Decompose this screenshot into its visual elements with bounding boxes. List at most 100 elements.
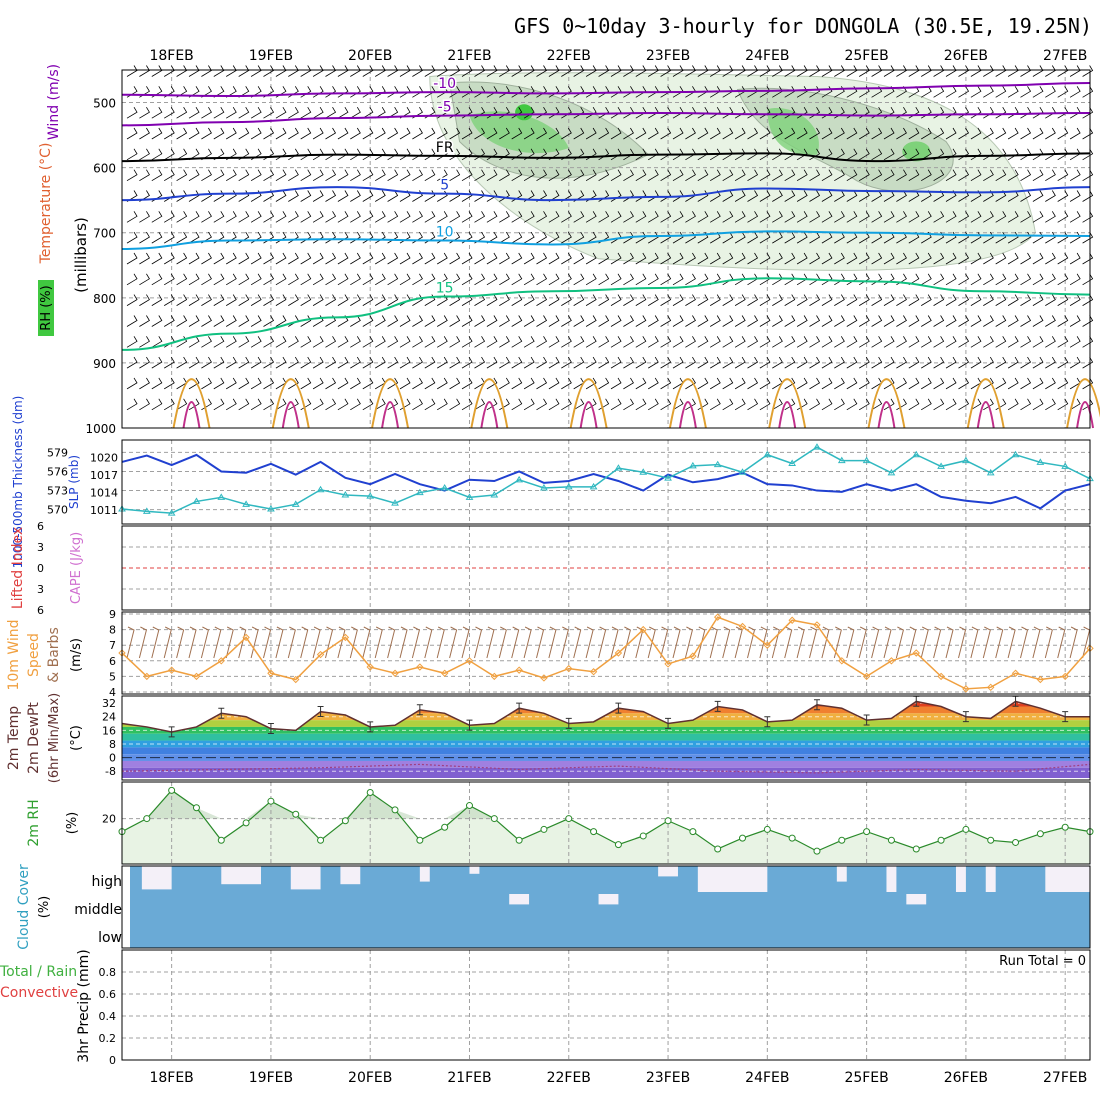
panel-frame — [121, 611, 1091, 695]
wind10m-label-1: 10m Wind — [6, 619, 22, 690]
rh2m-point — [912, 845, 920, 853]
date-label-bottom: 20FEB — [348, 1070, 392, 1086]
wind-speed-point — [217, 657, 225, 665]
chart-title: GFS 0~10day 3-hourly for DONGOLA (30.5E,… — [514, 14, 1092, 38]
slp-point — [291, 500, 300, 507]
wind-speed-point — [242, 633, 250, 642]
slp-point — [465, 493, 474, 500]
date-label-top: 27FEB — [1043, 48, 1087, 64]
wind-tick-label: 9 — [109, 608, 116, 621]
slp-point — [564, 482, 573, 490]
wind-speed-point — [167, 666, 176, 674]
precip-legend-total: Total / Rain — [0, 964, 77, 980]
wind-speed-point — [366, 663, 374, 671]
cloud-bar-middle — [906, 894, 927, 905]
temp-band — [122, 701, 1090, 707]
wind-speed-point — [589, 668, 598, 676]
isotherm-label: 5 — [440, 178, 449, 194]
isotherm-line — [121, 230, 1091, 250]
slp-tick-label: 1017 — [90, 469, 118, 482]
slp-point — [688, 461, 697, 469]
cloud-bar-middle — [598, 894, 619, 905]
thickness-tick-label: 576 — [47, 465, 68, 478]
warm-contour — [966, 378, 1005, 429]
wind-speed-point — [664, 660, 672, 668]
date-label-bottom: 27FEB — [1043, 1070, 1087, 1086]
run-total-label: Run Total = 0 — [999, 954, 1086, 969]
rh2m-point — [515, 836, 523, 844]
rh2m-point — [540, 825, 548, 833]
temp-tick-label: -8 — [105, 765, 116, 778]
isotherm-label: 10 — [436, 225, 454, 241]
rh2m-point — [143, 815, 151, 823]
rh-legend-swatch — [38, 280, 54, 336]
slp-point — [1061, 462, 1070, 469]
slp-point — [912, 450, 921, 458]
date-label-top: 18FEB — [149, 48, 193, 64]
pressure-tick-label: 1000 — [85, 422, 116, 436]
wind-speed-point — [1011, 669, 1020, 677]
upper-air-panel: 500 600 700 800 900 1000 -10 -5 FR 5 10 15 — [85, 65, 1100, 436]
slp-point — [962, 456, 970, 464]
slp-tick-label: 1011 — [90, 504, 118, 517]
rh2m-point — [639, 832, 647, 840]
rh2m-point — [1036, 830, 1044, 838]
warm-contour — [271, 378, 310, 429]
rh2m-point — [962, 825, 970, 833]
rh2m-point — [391, 806, 399, 814]
panel-frame — [121, 439, 1091, 525]
slp-axis-label: SLP (mb) — [67, 455, 81, 509]
slp-point — [887, 468, 896, 476]
wind-speed-point — [515, 666, 523, 674]
warm-contour — [480, 401, 499, 429]
panel-frame — [121, 949, 1091, 1061]
rh2m-point — [341, 817, 349, 825]
dewpoint-line — [121, 763, 1091, 774]
rh2m-point — [788, 834, 796, 842]
isotherm-line — [121, 82, 1091, 98]
slp-tick-label: 1014 — [90, 487, 118, 500]
rh2m-point — [838, 836, 846, 844]
warm-contour — [579, 401, 598, 429]
cloud-bar-high — [985, 866, 996, 892]
thickness-slp-panel: 570 573 576 579 1011 1014 1017 1020 — [47, 439, 1094, 525]
lifted-index-label: Lifted Index — [10, 527, 26, 609]
isotherm-line — [121, 152, 1091, 163]
slp-point — [192, 497, 201, 504]
wind-speed-line — [121, 616, 1091, 690]
slp-point — [490, 491, 499, 498]
slp-point — [316, 485, 325, 493]
wind-speed-point — [838, 657, 846, 665]
wind-speed-point — [391, 669, 399, 677]
upper-ylabel: (millibars) — [72, 217, 90, 293]
panel-frame — [121, 865, 1091, 949]
slp-point — [415, 488, 424, 496]
pressure-tick-label: 700 — [93, 227, 116, 241]
date-label-top: 25FEB — [844, 48, 888, 64]
wind10m-panel: 4 5 6 7 8 9 — [109, 608, 1094, 699]
cloud-bar-high — [141, 866, 172, 890]
rh2m-unit: (%) — [65, 812, 80, 835]
slp-point — [391, 499, 399, 506]
rh2m-point — [490, 815, 498, 823]
wind-tick-label: 7 — [109, 639, 116, 652]
pressure-tick-label: 800 — [93, 292, 116, 306]
wind-speed-point — [416, 663, 424, 671]
stability-panel: 6 3 0 3 6 — [37, 520, 1091, 617]
date-label-bottom: 19FEB — [249, 1070, 293, 1086]
wind-speed-point — [987, 683, 995, 692]
rh2m-point — [987, 836, 995, 844]
wind-speed-point — [341, 633, 350, 642]
warm-contour — [182, 401, 201, 429]
warm-contour — [678, 401, 697, 429]
precip-tick-label: 0 — [109, 1054, 116, 1067]
slp-tick-label: 1020 — [90, 452, 118, 465]
cloud-bar-high — [697, 866, 768, 892]
warm-contour — [569, 378, 608, 429]
temp-band — [122, 720, 1090, 727]
temp-minmax-bar — [615, 702, 622, 714]
slp-point — [341, 491, 350, 498]
cloud-bar-high — [886, 866, 897, 892]
wind-speed-point — [788, 616, 796, 624]
